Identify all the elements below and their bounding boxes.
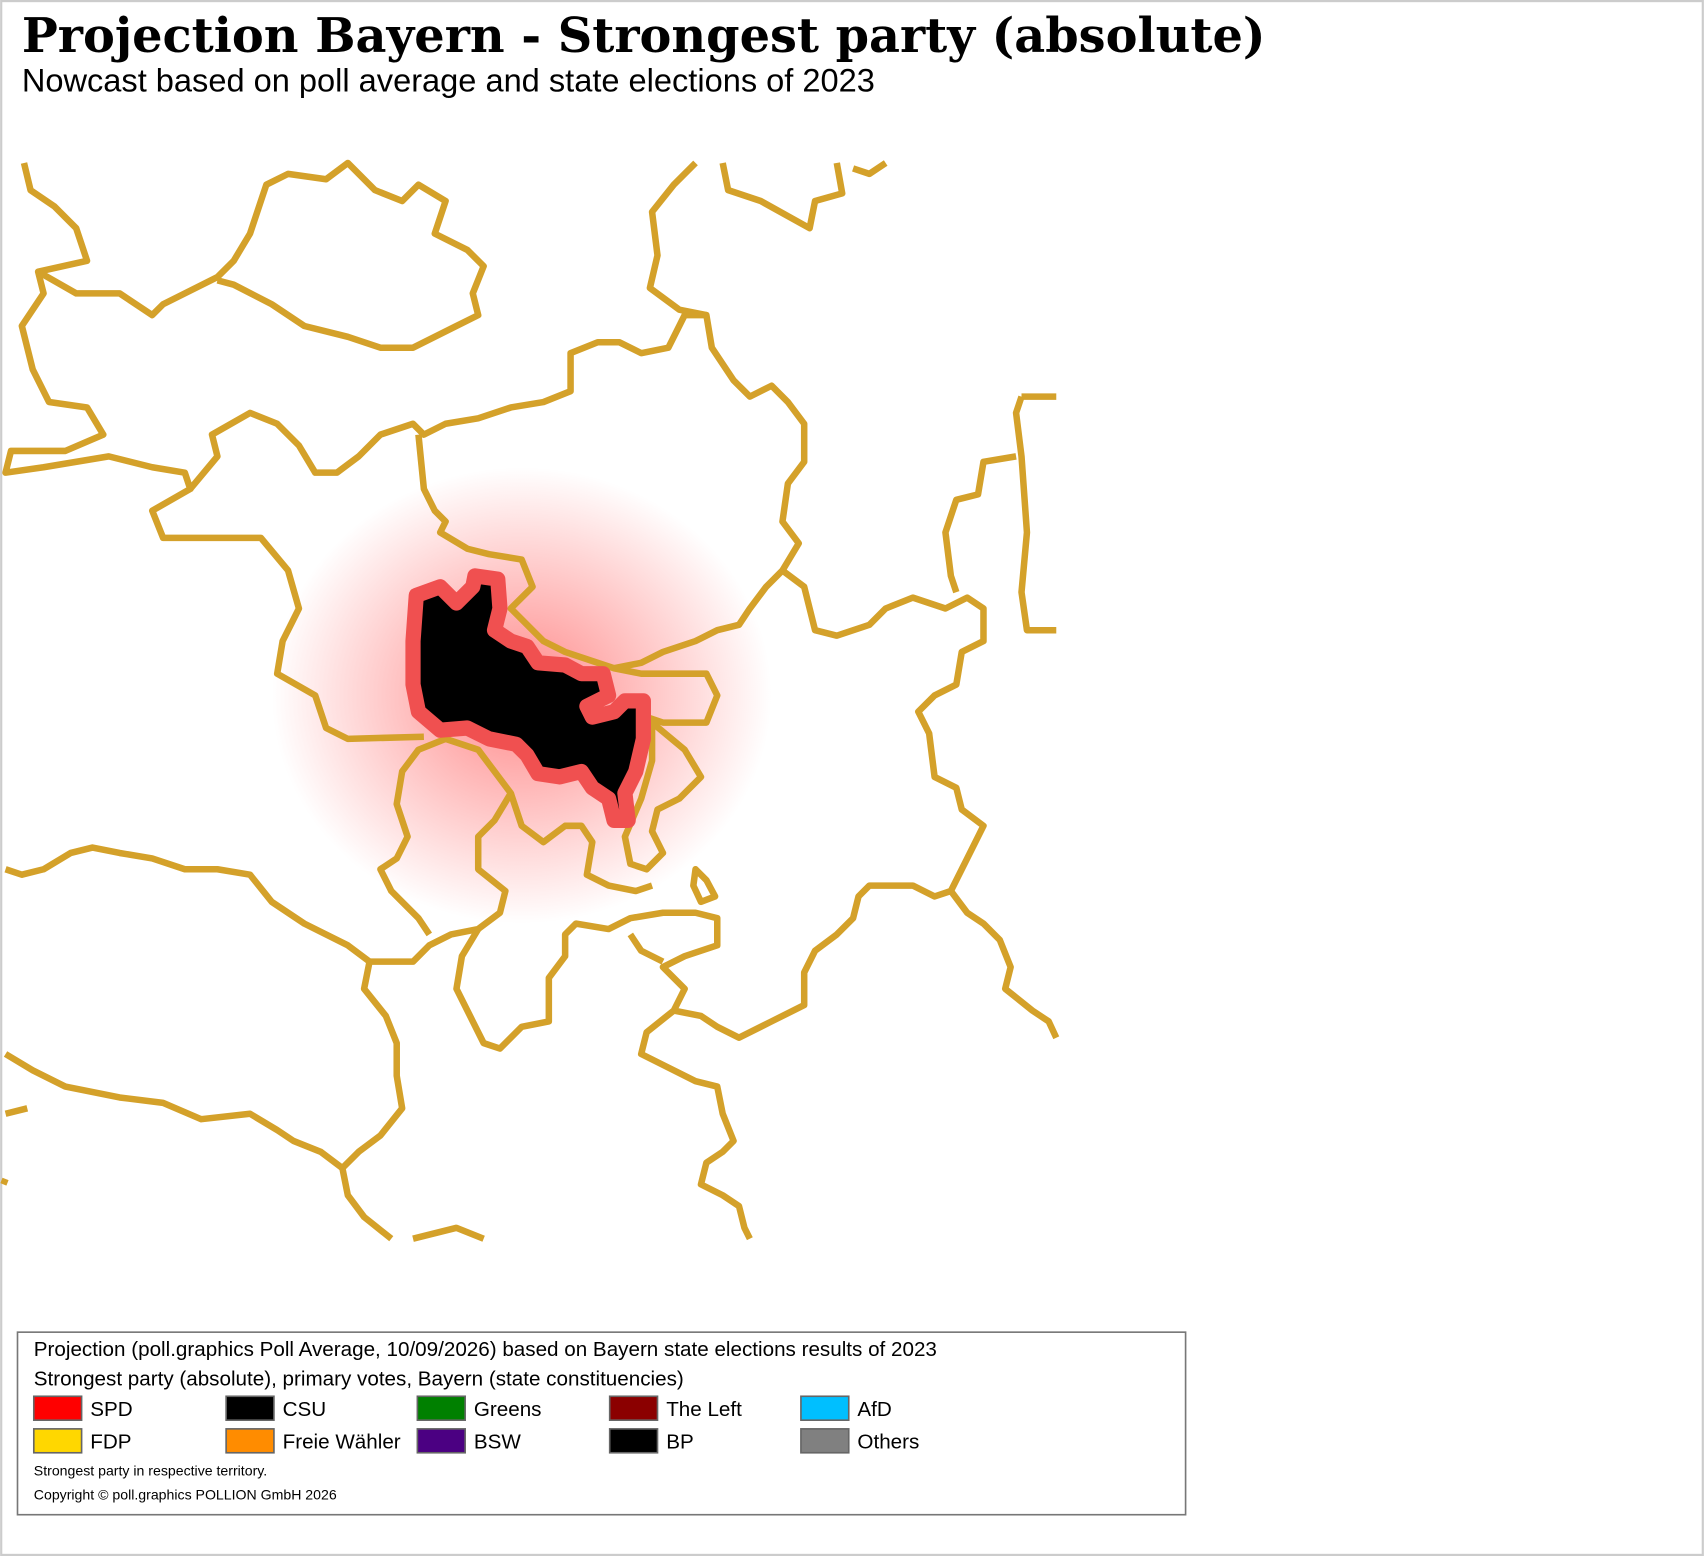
- legend-swatch: [800, 1428, 850, 1454]
- legend-swatch: [32, 1395, 83, 1421]
- region-border: [453, 909, 753, 1241]
- legend-note: Copyright © poll.graphics POLLION GmbH 2…: [34, 1486, 337, 1502]
- title: Projection Bayern - Strongest party (abs…: [22, 8, 1266, 64]
- legend-box: [16, 1331, 1187, 1516]
- region-border: [507, 792, 665, 965]
- legend-label: Freie Wähler: [283, 1430, 401, 1453]
- highlight-region: [405, 568, 651, 828]
- subtitle: Nowcast based on poll average and state …: [22, 61, 875, 98]
- legend-label: The Left: [666, 1398, 742, 1421]
- region-border: [4, 735, 515, 965]
- legend-swatch: [225, 1428, 275, 1454]
- legend-note: Strongest party in respective territory.: [34, 1463, 267, 1479]
- legend-label: FDP: [90, 1430, 131, 1453]
- legend-swatch: [608, 1395, 659, 1421]
- region-border: [621, 719, 719, 906]
- legend: Projection (poll.graphics Poll Average, …: [16, 1331, 1187, 1516]
- legend-label: BSW: [474, 1430, 522, 1453]
- legend-line: Projection (poll.graphics Poll Average, …: [34, 1338, 937, 1361]
- legend-label: Others: [857, 1430, 919, 1453]
- region-border: [339, 960, 485, 1242]
- legend-label: CSU: [283, 1398, 327, 1421]
- legend-line: Strongest party (absolute), primary vote…: [34, 1367, 684, 1390]
- legend-label: SPD: [90, 1398, 132, 1421]
- legend-label: Greens: [474, 1398, 542, 1421]
- region-border: [673, 567, 987, 1041]
- legend-swatch: [32, 1428, 83, 1454]
- legend-swatch: [608, 1428, 659, 1454]
- region-border: [187, 311, 808, 672]
- legend-label: AfD: [857, 1398, 891, 1421]
- region-border: [719, 160, 888, 232]
- legend-swatch: [416, 1395, 466, 1421]
- region-border: [415, 434, 721, 726]
- legend-swatch: [416, 1428, 466, 1454]
- legend-label: BP: [666, 1430, 694, 1453]
- region-border: [0, 1051, 345, 1186]
- region-border: [646, 160, 708, 319]
- map: [0, 159, 1060, 1242]
- region-border: [942, 393, 1057, 634]
- legend-swatch: [800, 1395, 850, 1421]
- legend-swatch: [225, 1395, 275, 1421]
- region-border: [36, 159, 487, 351]
- region-border: [948, 889, 1060, 1040]
